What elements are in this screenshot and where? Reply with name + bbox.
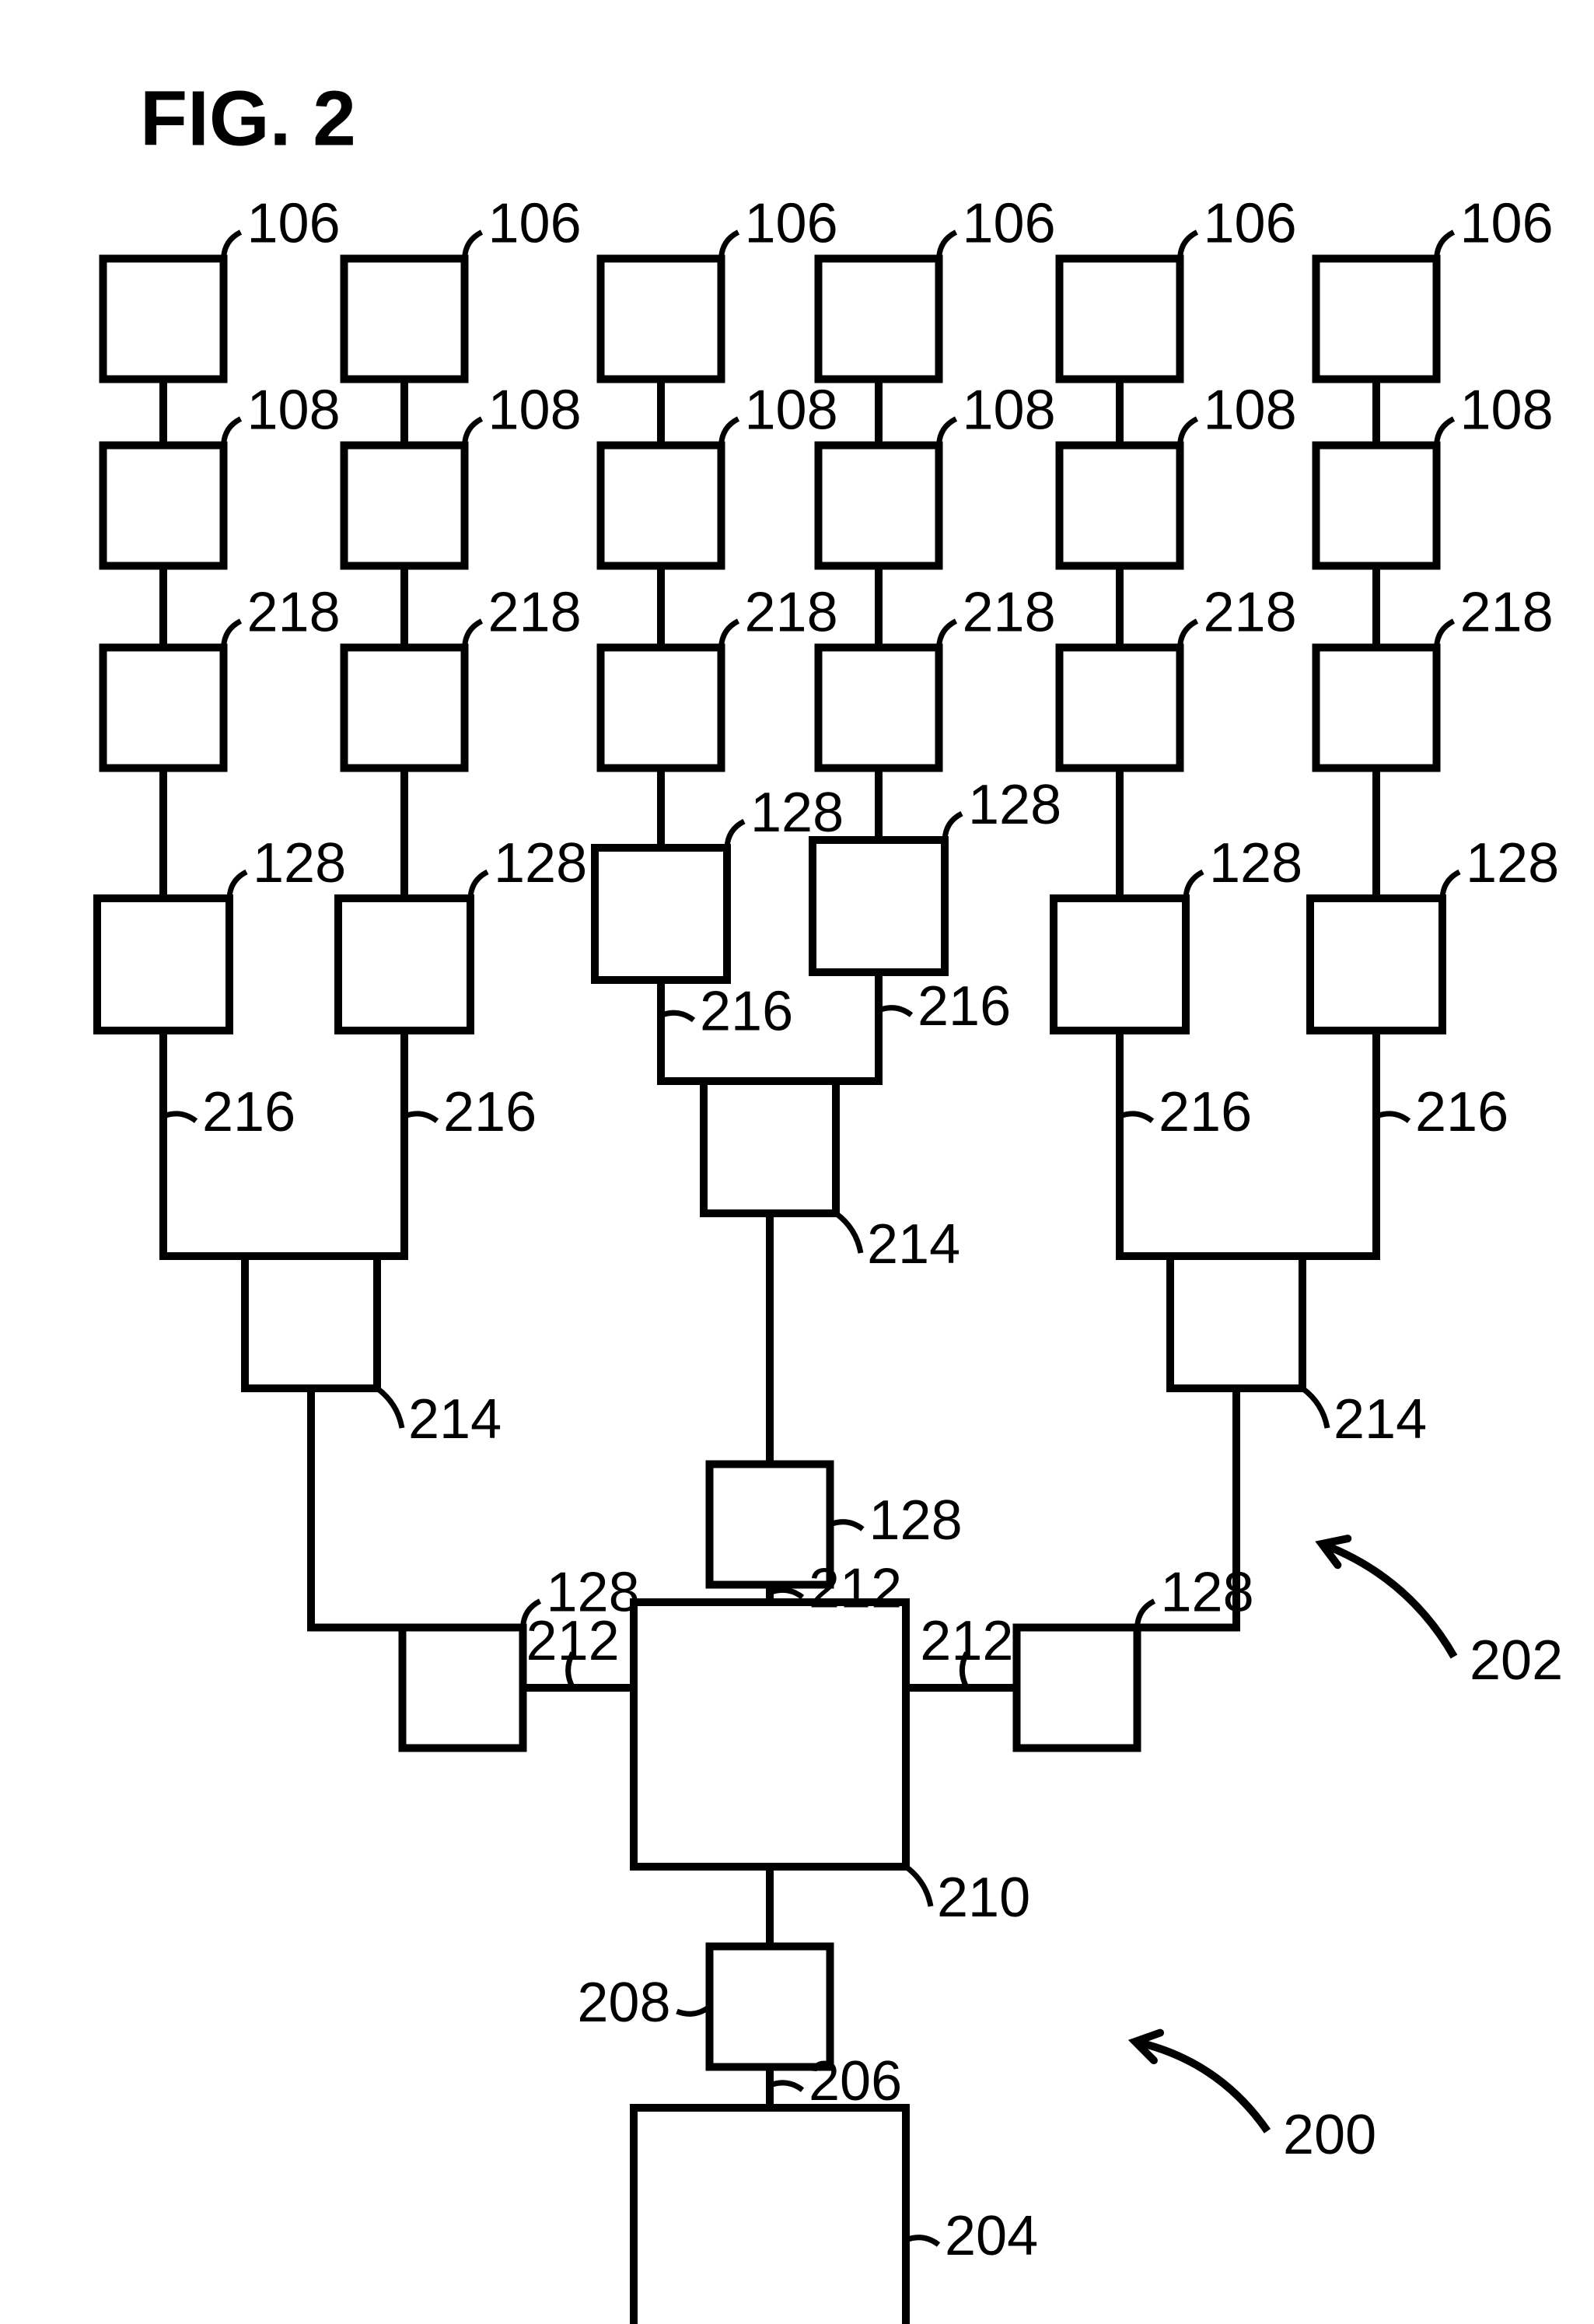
label-big_210: 210: [937, 1867, 1030, 1929]
label-c4_108: 108: [1204, 380, 1297, 442]
node-big_204: [634, 2108, 906, 2324]
node-c2_128a: [595, 848, 727, 980]
label-m23_214: 214: [867, 1213, 960, 1276]
label-c5_218: 218: [1460, 582, 1554, 644]
edge-label: 216: [700, 981, 793, 1043]
label-c0_106: 106: [247, 193, 341, 255]
node-c2_108: [601, 446, 722, 566]
node-p208: [710, 1947, 830, 2067]
label-c4_128a: 128: [1209, 832, 1302, 894]
figure-svg: 106 106 106 106 106 106 108 108 108 108 108 108 218 2…: [0, 0, 1594, 2324]
node-left_bus128: [403, 1628, 523, 1748]
node-c4_218: [1060, 648, 1180, 768]
label-c4_218: 218: [1204, 582, 1297, 644]
node-c3_218: [819, 648, 939, 768]
node-c4_106: [1060, 259, 1180, 380]
node-c0_108: [103, 446, 224, 566]
arrow-label: 200: [1283, 2104, 1376, 2166]
node-c2_218: [601, 648, 722, 768]
label-right_bus128: 128: [1161, 1562, 1254, 1624]
edge-label: 216: [202, 1081, 295, 1143]
edge-label: 212: [809, 1558, 902, 1620]
node-c1_106: [344, 259, 465, 380]
label-c1_106: 106: [488, 193, 582, 255]
node-c2_106: [601, 259, 722, 380]
edge-label: 208: [577, 1972, 670, 2034]
node-c4_128a: [1054, 898, 1186, 1031]
label-m01_214: 214: [408, 1388, 502, 1451]
arrow-label: 202: [1470, 1629, 1563, 1692]
node-c4_108: [1060, 446, 1180, 566]
label-mid_128b: 128: [869, 1489, 963, 1552]
figure-title: FIG. 2: [140, 75, 356, 162]
node-big_210: [634, 1602, 906, 1867]
label-c0_218: 218: [247, 582, 341, 644]
label-c3_106: 106: [963, 193, 1056, 255]
node-c3_128a: [813, 840, 945, 972]
node-c0_106: [103, 259, 224, 380]
label-c1_218: 218: [488, 582, 582, 644]
node-m45_214: [1170, 1256, 1302, 1388]
label-c0_108: 108: [247, 380, 341, 442]
edge-label: 216: [918, 975, 1011, 1038]
edge-label: 216: [443, 1081, 537, 1143]
edge-label: 206: [809, 2050, 902, 2112]
label-c5_108: 108: [1460, 380, 1554, 442]
node-m01_214: [245, 1256, 377, 1388]
label-c2_218: 218: [745, 582, 838, 644]
node-c5_106: [1316, 259, 1437, 380]
node-c5_218: [1316, 648, 1437, 768]
label-c3_128a: 128: [968, 774, 1061, 836]
edge-label: 216: [1415, 1081, 1508, 1143]
label-c5_128a: 128: [1466, 832, 1559, 894]
edge-label: 212: [526, 1610, 620, 1672]
figure-container: 106 106 106 106 106 106 108 108 108 108 108 108 218 2…: [0, 0, 1594, 2324]
node-c3_108: [819, 446, 939, 566]
label-c1_108: 108: [488, 380, 582, 442]
label-c3_108: 108: [963, 380, 1056, 442]
label-c2_108: 108: [745, 380, 838, 442]
label-c0_128a: 128: [253, 832, 346, 894]
label-big_204: 204: [945, 2205, 1038, 2267]
label-c3_218: 218: [963, 582, 1056, 644]
label-c5_106: 106: [1460, 193, 1554, 255]
node-c5_108: [1316, 446, 1437, 566]
label-m45_214: 214: [1334, 1388, 1427, 1451]
node-c5_128a: [1310, 898, 1442, 1031]
edge-label: 212: [920, 1610, 1013, 1672]
edge-label: 216: [1159, 1081, 1252, 1143]
node-c1_108: [344, 446, 465, 566]
node-c1_218: [344, 648, 465, 768]
label-c1_128a: 128: [494, 832, 587, 894]
label-c2_128a: 128: [750, 782, 844, 844]
node-c0_218: [103, 648, 224, 768]
label-c4_106: 106: [1204, 193, 1297, 255]
node-right_bus128: [1017, 1628, 1138, 1748]
node-m23_214: [704, 1081, 836, 1213]
node-c0_128a: [97, 898, 229, 1031]
node-c3_106: [819, 259, 939, 380]
label-c2_106: 106: [745, 193, 838, 255]
node-c1_128a: [338, 898, 470, 1031]
